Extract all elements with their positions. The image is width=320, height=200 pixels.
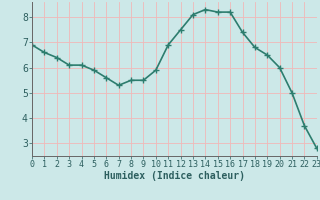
X-axis label: Humidex (Indice chaleur): Humidex (Indice chaleur) [104, 171, 245, 181]
